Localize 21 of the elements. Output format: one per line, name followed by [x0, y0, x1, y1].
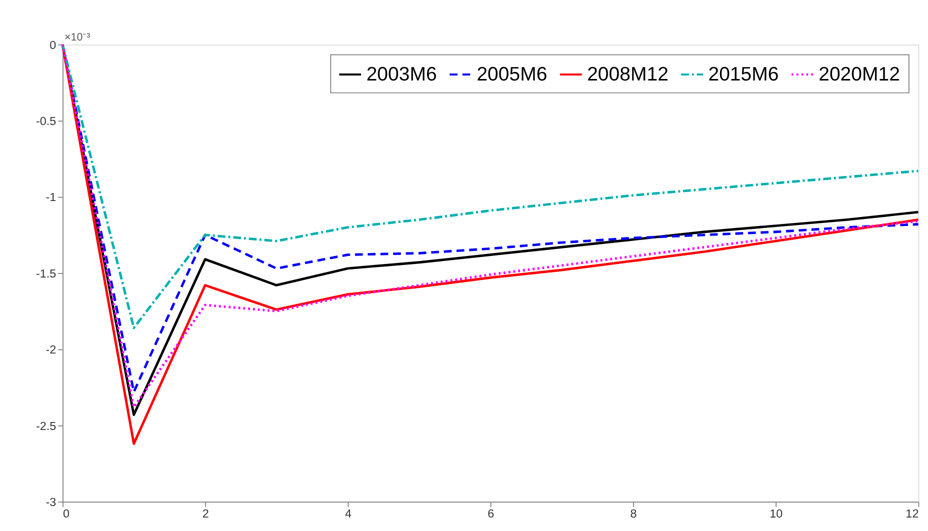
x-tick-label: 2 [202, 508, 209, 521]
x-tick-label: 0 [63, 508, 70, 521]
x-tick-label: 6 [488, 508, 494, 521]
legend-label: 2003M6 [366, 63, 437, 86]
y-tick-label: -0.5 [36, 115, 57, 128]
y-tick-label: 0 [50, 38, 57, 52]
legend-label: 2015M6 [708, 63, 779, 86]
y-tick-label: -2.5 [36, 420, 57, 433]
y-tick-label: -1 [46, 191, 56, 204]
x-tick-label: 12 [906, 508, 919, 521]
text: ×10⁻³ [64, 32, 91, 44]
line-series [61, 43, 920, 330]
y-tick-label: -3 [46, 496, 56, 510]
legend-label: 2005M6 [476, 63, 548, 86]
legend-label: 2020M12 [818, 63, 900, 86]
x-tick-label: 10 [770, 508, 784, 521]
legend-label: 2008M12 [587, 63, 668, 86]
x-tick-label: 4 [344, 508, 352, 521]
y-tick-label: -2 [46, 344, 56, 357]
y-tick-label: -1.5 [36, 267, 57, 280]
x-tick-label: 8 [630, 508, 638, 521]
